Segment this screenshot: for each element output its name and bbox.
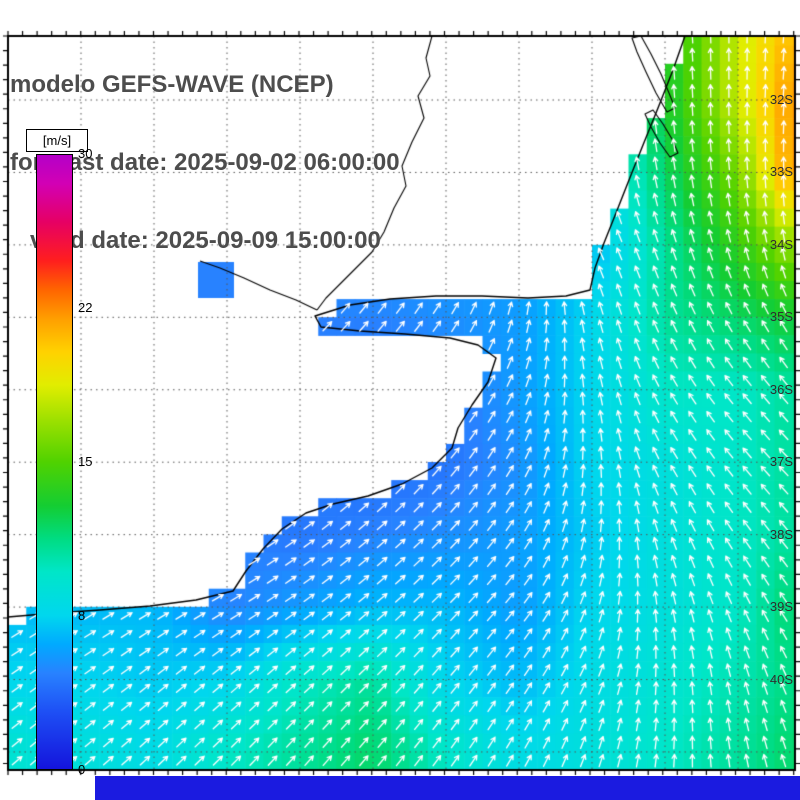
colorbar-tick-label: 30 <box>78 146 93 161</box>
lat-label-39S: 39S <box>769 599 793 615</box>
colorbar-tick-label: 8 <box>78 608 86 623</box>
bottom-blue-strip <box>95 776 800 800</box>
lat-label-32S: 32S <box>769 92 793 107</box>
lat-label-38S: 38S <box>769 526 793 542</box>
colorbar-tick-label: 0 <box>78 762 86 777</box>
colorbar-tick-label: 15 <box>78 454 93 469</box>
model-title: modelo GEFS-WAVE (NCEP) <box>10 71 334 98</box>
colorbar-tick-label: 22 <box>78 300 93 315</box>
lat-label-33S: 33S <box>769 164 793 180</box>
lat-label-34S: 34S <box>769 236 793 252</box>
colorbar-unit-label: [m/s] <box>26 129 88 152</box>
lat-label-40S: 40S <box>769 671 793 687</box>
lat-label-36S: 36S <box>769 381 793 397</box>
lat-label-35S: 35S <box>769 309 793 325</box>
colorbar-gradient-bar <box>36 154 73 770</box>
lat-label-37S: 37S <box>769 454 793 470</box>
